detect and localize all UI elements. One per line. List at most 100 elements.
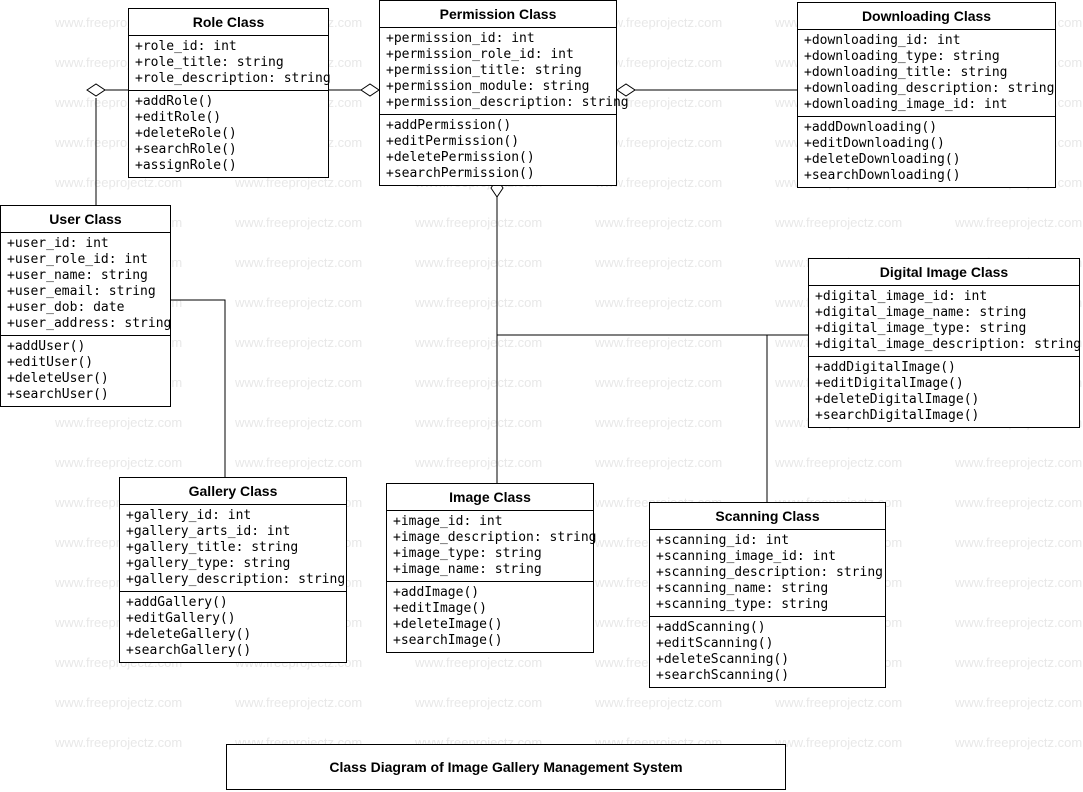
- class-operations: +addRole()+editRole()+deleteRole()+searc…: [129, 91, 328, 177]
- attribute-line: +gallery_type: string: [126, 556, 340, 572]
- class-operations: +addScanning()+editScanning()+deleteScan…: [650, 617, 885, 687]
- operation-line: +deleteDigitalImage(): [815, 392, 1073, 408]
- attribute-line: +gallery_description: string: [126, 572, 340, 588]
- operation-line: +deleteDownloading(): [804, 152, 1049, 168]
- class-title: Permission Class: [380, 1, 616, 28]
- class-attributes: +image_id: int+image_description: string…: [387, 511, 593, 582]
- class-role: Role Class+role_id: int+role_title: stri…: [128, 8, 329, 178]
- class-operations: +addImage()+editImage()+deleteImage()+se…: [387, 582, 593, 652]
- attribute-line: +role_description: string: [135, 71, 322, 87]
- operation-line: +searchScanning(): [656, 668, 879, 684]
- operation-line: +searchImage(): [393, 633, 587, 649]
- class-title: User Class: [1, 206, 170, 233]
- attribute-line: +downloading_id: int: [804, 33, 1049, 49]
- class-attributes: +digital_image_id: int+digital_image_nam…: [809, 286, 1079, 357]
- operation-line: +editUser(): [7, 355, 164, 371]
- class-downloading: Downloading Class+downloading_id: int+do…: [797, 2, 1056, 188]
- attribute-line: +user_id: int: [7, 236, 164, 252]
- class-attributes: +downloading_id: int+downloading_type: s…: [798, 30, 1055, 117]
- operation-line: +addDigitalImage(): [815, 360, 1073, 376]
- operation-line: +deleteScanning(): [656, 652, 879, 668]
- operation-line: +addPermission(): [386, 118, 610, 134]
- class-title: Role Class: [129, 9, 328, 36]
- class-operations: +addGallery()+editGallery()+deleteGaller…: [120, 592, 346, 662]
- class-attributes: +role_id: int+role_title: string+role_de…: [129, 36, 328, 91]
- class-operations: +addDigitalImage()+editDigitalImage()+de…: [809, 357, 1079, 427]
- class-gallery: Gallery Class+gallery_id: int+gallery_ar…: [119, 477, 347, 663]
- attribute-line: +role_title: string: [135, 55, 322, 71]
- attribute-line: +permission_description: string: [386, 95, 610, 111]
- class-digitalimage: Digital Image Class+digital_image_id: in…: [808, 258, 1080, 428]
- attribute-line: +user_name: string: [7, 268, 164, 284]
- attribute-line: +image_id: int: [393, 514, 587, 530]
- diagram-caption: Class Diagram of Image Gallery Managemen…: [226, 744, 786, 790]
- operation-line: +assignRole(): [135, 158, 322, 174]
- class-title: Downloading Class: [798, 3, 1055, 30]
- attribute-line: +role_id: int: [135, 39, 322, 55]
- attribute-line: +downloading_type: string: [804, 49, 1049, 65]
- operation-line: +editImage(): [393, 601, 587, 617]
- attribute-line: +permission_role_id: int: [386, 47, 610, 63]
- attribute-line: +permission_module: string: [386, 79, 610, 95]
- attribute-line: +gallery_title: string: [126, 540, 340, 556]
- operation-line: +deleteUser(): [7, 371, 164, 387]
- class-attributes: +permission_id: int+permission_role_id: …: [380, 28, 616, 115]
- attribute-line: +gallery_id: int: [126, 508, 340, 524]
- attribute-line: +scanning_description: string: [656, 565, 879, 581]
- class-title: Gallery Class: [120, 478, 346, 505]
- operation-line: +addRole(): [135, 94, 322, 110]
- operation-line: +editDownloading(): [804, 136, 1049, 152]
- class-permission: Permission Class+permission_id: int+perm…: [379, 0, 617, 186]
- attribute-line: +user_dob: date: [7, 300, 164, 316]
- operation-line: +deleteGallery(): [126, 627, 340, 643]
- operation-line: +deletePermission(): [386, 150, 610, 166]
- operation-line: +searchGallery(): [126, 643, 340, 659]
- class-operations: +addPermission()+editPermission()+delete…: [380, 115, 616, 185]
- attribute-line: +image_description: string: [393, 530, 587, 546]
- operation-line: +searchRole(): [135, 142, 322, 158]
- attribute-line: +digital_image_description: string: [815, 337, 1073, 353]
- class-title: Image Class: [387, 484, 593, 511]
- attribute-line: +permission_id: int: [386, 31, 610, 47]
- attribute-line: +digital_image_type: string: [815, 321, 1073, 337]
- attribute-line: +image_type: string: [393, 546, 587, 562]
- operation-line: +deleteRole(): [135, 126, 322, 142]
- operation-line: +searchDownloading(): [804, 168, 1049, 184]
- attribute-line: +downloading_title: string: [804, 65, 1049, 81]
- attribute-line: +image_name: string: [393, 562, 587, 578]
- class-operations: +addDownloading()+editDownloading()+dele…: [798, 117, 1055, 187]
- operation-line: +editPermission(): [386, 134, 610, 150]
- attribute-line: +scanning_id: int: [656, 533, 879, 549]
- operation-line: +searchDigitalImage(): [815, 408, 1073, 424]
- attribute-line: +scanning_name: string: [656, 581, 879, 597]
- attribute-line: +permission_title: string: [386, 63, 610, 79]
- attribute-line: +user_email: string: [7, 284, 164, 300]
- operation-line: +addUser(): [7, 339, 164, 355]
- operation-line: +editDigitalImage(): [815, 376, 1073, 392]
- class-title: Scanning Class: [650, 503, 885, 530]
- operation-line: +addDownloading(): [804, 120, 1049, 136]
- operation-line: +searchPermission(): [386, 166, 610, 182]
- class-attributes: +gallery_id: int+gallery_arts_id: int+ga…: [120, 505, 346, 592]
- class-scanning: Scanning Class+scanning_id: int+scanning…: [649, 502, 886, 688]
- attribute-line: +scanning_image_id: int: [656, 549, 879, 565]
- operation-line: +searchUser(): [7, 387, 164, 403]
- class-image: Image Class+image_id: int+image_descript…: [386, 483, 594, 653]
- class-user: User Class+user_id: int+user_role_id: in…: [0, 205, 171, 407]
- attribute-line: +gallery_arts_id: int: [126, 524, 340, 540]
- attribute-line: +downloading_description: string: [804, 81, 1049, 97]
- class-operations: +addUser()+editUser()+deleteUser()+searc…: [1, 336, 170, 406]
- attribute-line: +scanning_type: string: [656, 597, 879, 613]
- class-title: Digital Image Class: [809, 259, 1079, 286]
- operation-line: +editGallery(): [126, 611, 340, 627]
- class-attributes: +scanning_id: int+scanning_image_id: int…: [650, 530, 885, 617]
- operation-line: +addScanning(): [656, 620, 879, 636]
- operation-line: +deleteImage(): [393, 617, 587, 633]
- attribute-line: +user_address: string: [7, 316, 164, 332]
- class-attributes: +user_id: int+user_role_id: int+user_nam…: [1, 233, 170, 336]
- attribute-line: +digital_image_id: int: [815, 289, 1073, 305]
- attribute-line: +user_role_id: int: [7, 252, 164, 268]
- operation-line: +addGallery(): [126, 595, 340, 611]
- attribute-line: +digital_image_name: string: [815, 305, 1073, 321]
- operation-line: +editScanning(): [656, 636, 879, 652]
